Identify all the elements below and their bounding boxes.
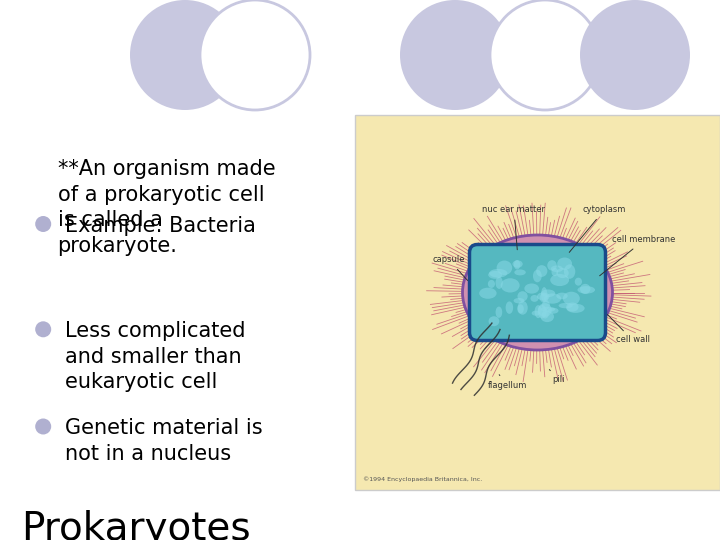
Ellipse shape: [35, 418, 51, 435]
Ellipse shape: [542, 300, 550, 309]
Ellipse shape: [35, 216, 51, 232]
Ellipse shape: [563, 292, 580, 305]
Ellipse shape: [552, 268, 558, 276]
Ellipse shape: [490, 0, 600, 110]
FancyBboxPatch shape: [355, 115, 720, 490]
Ellipse shape: [541, 311, 554, 322]
Ellipse shape: [489, 269, 508, 278]
Ellipse shape: [575, 278, 582, 286]
FancyBboxPatch shape: [469, 245, 606, 341]
Ellipse shape: [547, 260, 557, 271]
Ellipse shape: [462, 235, 613, 350]
Ellipse shape: [580, 284, 590, 294]
Ellipse shape: [514, 269, 526, 275]
Ellipse shape: [480, 288, 497, 299]
Ellipse shape: [497, 260, 512, 275]
Ellipse shape: [566, 302, 579, 312]
Ellipse shape: [514, 260, 521, 269]
Ellipse shape: [533, 269, 541, 282]
Text: Example: Bacteria: Example: Bacteria: [66, 216, 256, 236]
Text: pili: pili: [549, 369, 565, 384]
Ellipse shape: [518, 301, 528, 315]
Ellipse shape: [557, 293, 567, 299]
Text: cytoplasm: cytoplasm: [570, 206, 626, 252]
Ellipse shape: [524, 284, 539, 294]
Ellipse shape: [536, 265, 547, 277]
Text: capsule: capsule: [433, 255, 467, 280]
Ellipse shape: [517, 304, 524, 314]
Ellipse shape: [531, 310, 540, 316]
Text: **An organism made
of a prokaryotic cell
is called a
prokaryote.: **An organism made of a prokaryotic cell…: [58, 159, 275, 256]
Text: nuc ear matter: nuc ear matter: [482, 206, 546, 249]
Ellipse shape: [557, 268, 569, 278]
Ellipse shape: [559, 303, 573, 308]
Text: cell wall: cell wall: [608, 314, 649, 345]
Ellipse shape: [537, 293, 549, 300]
Ellipse shape: [488, 280, 495, 288]
Ellipse shape: [567, 303, 585, 313]
Ellipse shape: [577, 286, 595, 294]
Ellipse shape: [541, 287, 547, 302]
Ellipse shape: [534, 305, 542, 318]
Ellipse shape: [542, 309, 549, 319]
Ellipse shape: [531, 295, 539, 302]
Ellipse shape: [35, 321, 51, 338]
Ellipse shape: [495, 307, 503, 318]
Ellipse shape: [500, 278, 520, 293]
Ellipse shape: [551, 266, 563, 272]
Ellipse shape: [544, 293, 561, 303]
Ellipse shape: [513, 298, 524, 303]
Ellipse shape: [538, 305, 546, 319]
Ellipse shape: [518, 291, 528, 301]
Ellipse shape: [489, 316, 499, 326]
Text: flagellum: flagellum: [487, 375, 527, 389]
Ellipse shape: [539, 293, 549, 302]
Ellipse shape: [130, 0, 240, 110]
Ellipse shape: [550, 274, 569, 286]
Ellipse shape: [548, 308, 559, 314]
Ellipse shape: [400, 0, 510, 110]
Ellipse shape: [488, 271, 503, 279]
Text: ©1994 Encyclopaedia Britannica, Inc.: ©1994 Encyclopaedia Britannica, Inc.: [363, 476, 482, 482]
Ellipse shape: [564, 265, 575, 279]
Ellipse shape: [538, 303, 552, 317]
Ellipse shape: [200, 0, 310, 110]
Ellipse shape: [505, 301, 513, 314]
Text: Genetic material is
not in a nucleus: Genetic material is not in a nucleus: [66, 418, 263, 464]
Text: cell membrane: cell membrane: [600, 235, 676, 276]
Ellipse shape: [557, 258, 572, 270]
Ellipse shape: [495, 276, 503, 289]
Ellipse shape: [513, 260, 523, 268]
Ellipse shape: [580, 0, 690, 110]
Ellipse shape: [541, 307, 555, 312]
Text: Less complicated
and smaller than
eukaryotic cell: Less complicated and smaller than eukary…: [66, 321, 246, 393]
Ellipse shape: [541, 289, 555, 297]
Text: Prokaryotes: Prokaryotes: [22, 510, 251, 540]
